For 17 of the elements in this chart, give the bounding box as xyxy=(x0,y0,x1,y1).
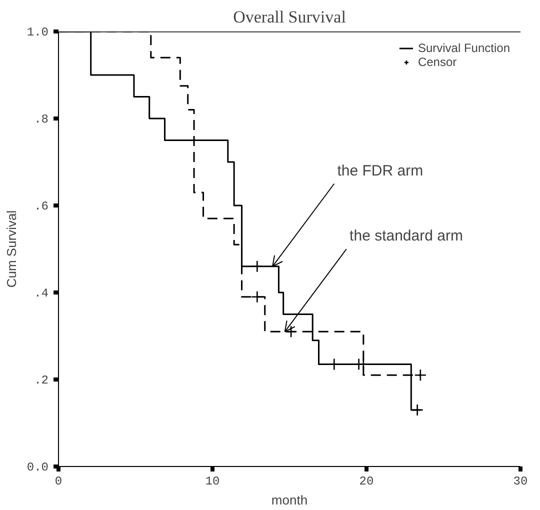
y-tick-label: .2 xyxy=(34,374,49,388)
y-tick-label: 1.0 xyxy=(26,26,49,40)
x-tick-label: 10 xyxy=(205,474,220,488)
x-tick-label: 0 xyxy=(54,474,62,488)
y-tick-label: .8 xyxy=(34,112,49,126)
legend-label: Censor xyxy=(418,55,457,69)
legend-label: Survival Function xyxy=(418,41,510,55)
annotation: the standard arm xyxy=(350,228,463,245)
y-axis-title: Cum Survival xyxy=(4,210,19,288)
x-tick-label: 20 xyxy=(359,474,374,488)
x-tick-label: 30 xyxy=(513,474,528,488)
y-tick-label: 0.0 xyxy=(26,460,49,474)
y-tick-label: .6 xyxy=(34,200,49,214)
annotation: the FDR arm xyxy=(337,162,424,180)
chart-title: Overall Survival xyxy=(233,8,346,26)
y-tick-label: .4 xyxy=(34,286,49,300)
x-axis-title: month xyxy=(271,492,308,508)
